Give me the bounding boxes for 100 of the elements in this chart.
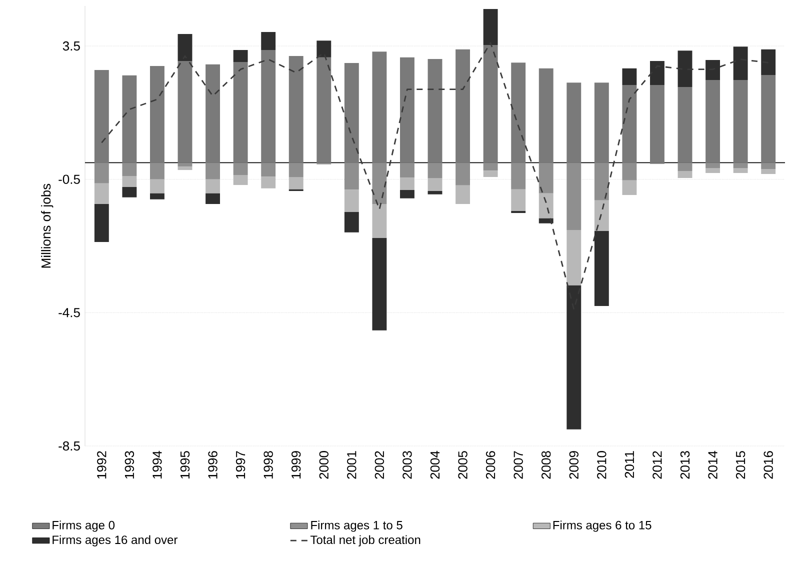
- bar: [706, 80, 720, 163]
- legend-label: Firms ages 16 and over: [52, 535, 178, 546]
- y-axis-title: Millions of jobs: [41, 184, 54, 268]
- bar: [428, 59, 442, 163]
- bar: [650, 61, 664, 86]
- bar: [706, 60, 720, 80]
- x-tick-label: 2007: [514, 451, 523, 479]
- bar: [706, 168, 720, 174]
- x-tick-label: 2006: [486, 451, 496, 479]
- bar: [483, 170, 498, 178]
- bar: [122, 176, 137, 187]
- bar: [733, 162, 748, 168]
- bar: [344, 162, 359, 190]
- bar: [678, 162, 692, 171]
- bar: [622, 162, 637, 180]
- bar: [344, 190, 359, 212]
- y-tick-label: 3.5: [62, 41, 80, 51]
- bar: [372, 162, 387, 204]
- x-tick-label: 1995: [180, 451, 190, 478]
- x-tick-label: 2015: [736, 451, 746, 479]
- bar: [456, 49, 470, 163]
- bar: [150, 66, 164, 163]
- bar: [372, 52, 387, 163]
- x-tick-label: 2003: [402, 451, 412, 479]
- legend-label: Firms age 0: [52, 520, 115, 532]
- bar: [400, 162, 414, 178]
- bar: [372, 204, 387, 238]
- bar: [511, 189, 526, 211]
- x-tick-label: 1992: [97, 451, 106, 478]
- bar: [511, 162, 526, 190]
- bar: [206, 179, 220, 194]
- bar: [316, 57, 332, 163]
- bar: [178, 61, 192, 163]
- bar: [594, 82, 609, 163]
- x-tick-label: 1994: [152, 450, 162, 478]
- bar: [594, 231, 609, 306]
- y-tick-label: -4.5: [58, 308, 80, 318]
- bar: [261, 32, 276, 50]
- bar: [428, 162, 442, 178]
- bar: [511, 62, 526, 163]
- bar: [761, 162, 776, 169]
- bar: [706, 162, 720, 168]
- bar: [233, 162, 248, 176]
- bar: [94, 162, 109, 184]
- bar: [733, 46, 748, 80]
- bar: [538, 193, 554, 218]
- bar: [761, 75, 776, 163]
- bar: [288, 177, 304, 190]
- bar: [456, 185, 470, 204]
- x-tick-label: 2001: [347, 451, 356, 479]
- x-tick-label: 1999: [292, 451, 301, 478]
- bar: [233, 50, 248, 62]
- x-tick-label: 1996: [208, 451, 218, 478]
- y-tick-label: -0.5: [58, 174, 80, 184]
- bar: [206, 193, 220, 204]
- bar: [122, 75, 137, 163]
- bar: [428, 178, 442, 191]
- bar: [538, 218, 554, 224]
- bar: [622, 85, 637, 163]
- bar: [122, 187, 137, 198]
- bar: [566, 230, 582, 286]
- bar: [344, 63, 359, 163]
- bar: [733, 168, 748, 174]
- bar: [400, 190, 414, 198]
- x-tick-label: 1993: [124, 451, 134, 478]
- x-tick-label: 2011: [624, 451, 634, 478]
- bar: [483, 162, 498, 171]
- bar: [538, 68, 554, 163]
- bar: [400, 178, 414, 190]
- x-tick-label: 2004: [430, 450, 440, 479]
- bar: [288, 162, 304, 178]
- x-tick-label: 2014: [708, 450, 718, 479]
- bar: [344, 212, 359, 232]
- bar: [150, 193, 164, 200]
- bar: [594, 162, 609, 200]
- bar: [150, 179, 164, 194]
- bar: [178, 162, 192, 167]
- bar: [733, 80, 748, 163]
- x-tick-label: 1997: [236, 451, 246, 478]
- bar: [650, 85, 664, 163]
- x-tick-label: 2010: [597, 451, 606, 479]
- bar: [594, 200, 609, 231]
- bar: [233, 175, 248, 186]
- bar: [483, 45, 498, 163]
- bar: [456, 162, 470, 186]
- x-tick-label: 2013: [680, 451, 690, 479]
- bar: [288, 56, 304, 163]
- bar: [122, 162, 137, 176]
- bar: [233, 62, 248, 163]
- bar: [150, 162, 164, 180]
- bar: [94, 70, 109, 163]
- bar: [372, 238, 387, 330]
- legend-label: Firms ages 6 to 15: [553, 520, 652, 532]
- bar: [566, 82, 582, 163]
- bar: [566, 162, 582, 230]
- bar: [678, 50, 692, 88]
- x-tick-label: 2002: [374, 451, 384, 479]
- bar: [261, 50, 276, 163]
- x-tick-label: 2005: [458, 451, 468, 479]
- bar: [622, 180, 637, 195]
